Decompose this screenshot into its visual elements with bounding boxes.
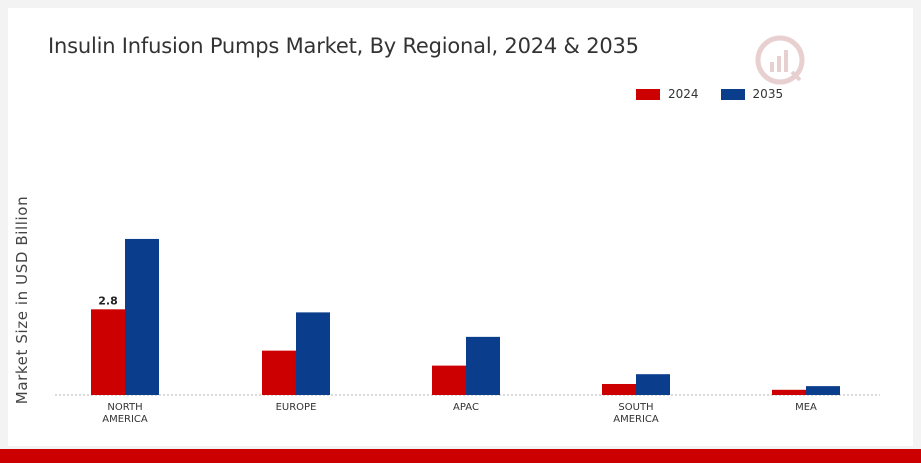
bar-north-america-2035: [125, 238, 159, 395]
legend-swatch-2024: [636, 88, 660, 100]
bottom-accent-bar: [0, 449, 921, 463]
x-tick-label-europe: EUROPE: [276, 402, 317, 413]
chart-title: Insulin Infusion Pumps Market, By Region…: [48, 34, 639, 58]
data-label-north-america-2024: 2.8: [98, 294, 118, 307]
x-tick-label-mea: MEA: [795, 402, 817, 413]
bar-europe-2024: [262, 350, 296, 395]
chart-legend: 2024 2035: [636, 87, 805, 101]
bar-apac-2035: [466, 336, 500, 395]
bar-europe-2035: [296, 312, 330, 395]
bar-south-america-2024: [602, 383, 636, 395]
legend-label-2024: 2024: [668, 87, 699, 101]
legend-item-2035: 2035: [720, 87, 784, 101]
legend-label-2035: 2035: [752, 87, 784, 101]
bar-mea-2024: [772, 389, 806, 395]
bar-south-america-2035: [636, 374, 670, 395]
bar-apac-2024: [432, 365, 466, 395]
legend-swatch-2035: [720, 88, 745, 100]
brand-logo-icon: [755, 35, 805, 85]
legend-item-2024: 2024: [636, 87, 699, 101]
bar-mea-2035: [806, 386, 840, 395]
x-tick-label-apac: APAC: [453, 402, 479, 413]
x-tick-label-south-america: SOUTH AMERICA: [613, 402, 659, 425]
x-tick-label-north-america: NORTH AMERICA: [102, 402, 148, 425]
bar-north-america-2024: [91, 309, 125, 395]
